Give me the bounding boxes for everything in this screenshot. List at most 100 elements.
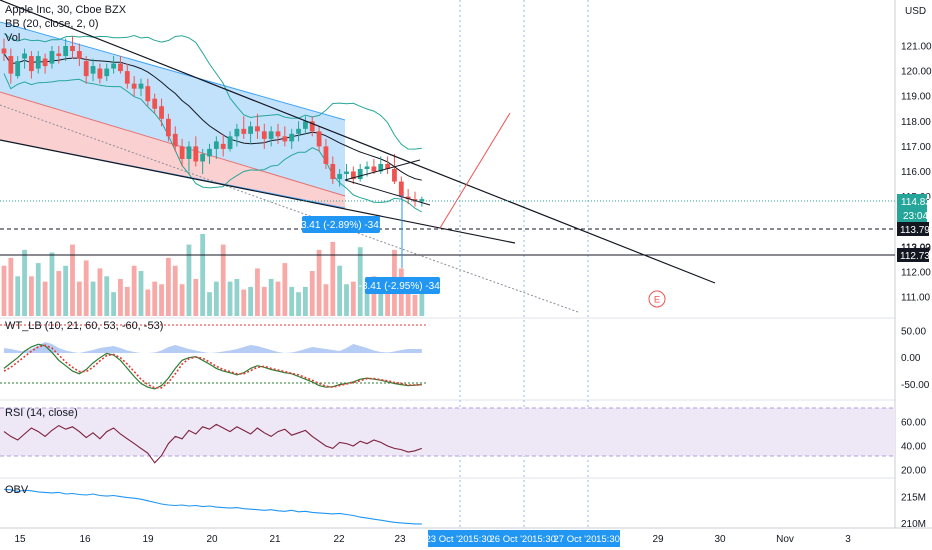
line-b-value: 112.73 <box>900 251 930 262</box>
candle-body <box>268 131 274 139</box>
volume-bar <box>213 281 219 316</box>
measure-label-1: -3.41 (-2.89%) -341 <box>298 220 385 231</box>
triangle-upper-line[interactable] <box>344 159 421 181</box>
volume-bar <box>220 244 226 316</box>
wt1-line <box>3 343 422 390</box>
indicator-tick-label: 0.00 <box>901 353 921 364</box>
candle-body <box>145 86 151 102</box>
volume-bar <box>412 294 418 316</box>
volume-bar <box>371 276 377 316</box>
indicator-tick-label: 50.00 <box>901 326 926 337</box>
volume-bar <box>138 271 144 316</box>
indicator-tick-label: 215M <box>901 493 926 504</box>
candle-body <box>405 196 411 200</box>
candle-body <box>63 46 69 57</box>
candle-body <box>234 128 240 137</box>
candle-body <box>378 163 384 172</box>
measure-label-2: -3.41 (-2.95%) -341 <box>359 281 446 292</box>
time-tick-label: 29 <box>652 534 664 545</box>
candle-body <box>255 126 260 132</box>
lower-trendline[interactable] <box>0 139 516 244</box>
candle-body <box>35 56 41 69</box>
volume-bar <box>248 286 253 316</box>
candle-body <box>166 118 171 137</box>
volume-bar <box>29 276 34 316</box>
volume-bar <box>145 289 151 316</box>
indicator-axes[interactable]: 50.00 0.00 -50.00 60.00 40.00 20.00 215M 210M <box>901 326 930 530</box>
price-tick-label: 116.00 <box>901 167 931 178</box>
bb-legend[interactable]: BB (20, close, 2, 0) <box>5 18 99 30</box>
volume-bar <box>90 281 96 316</box>
time-tick-label: Nov <box>776 534 794 545</box>
projection-line[interactable] <box>439 112 511 229</box>
volume-bar <box>186 244 192 316</box>
candle-body <box>385 163 390 169</box>
wt-indicator <box>3 342 422 390</box>
price-tick-label: 121.00 <box>901 42 932 53</box>
volume-bar <box>124 286 130 316</box>
candle-body <box>207 148 212 157</box>
volume-bar <box>63 265 69 316</box>
vol-legend[interactable]: Vol <box>5 32 20 44</box>
bb-upper-band <box>3 33 422 150</box>
time-axis[interactable]: 15 16 19 20 21 22 23 29 30 Nov 323 Oct '20 15:3026 … <box>14 530 851 547</box>
measure-label-2-box[interactable] <box>365 277 440 294</box>
candle-body <box>131 83 137 89</box>
volume-bar <box>296 292 301 316</box>
time-highlight-label: 23 Oct '20 <box>425 534 468 545</box>
volume-bar <box>22 249 27 316</box>
wt-legend[interactable]: WT_LB (10, 21, 60, 53, -60, -53) <box>5 320 163 332</box>
volume-bars <box>1 234 425 316</box>
indicator-tick-label: 40.00 <box>901 442 926 453</box>
volume-bar <box>268 278 274 316</box>
rsi-legend[interactable]: RSI (14, close) <box>5 407 78 419</box>
triangle-lower-line[interactable] <box>344 179 431 206</box>
volume-bar <box>172 265 178 316</box>
chart-title[interactable]: Apple Inc, 30, Cboe BZX <box>5 4 127 16</box>
candle-body <box>316 131 322 147</box>
measure-label-1-box[interactable] <box>302 216 380 233</box>
volume-bar <box>70 244 75 316</box>
bollinger-bands <box>3 33 423 213</box>
volume-bar <box>241 289 247 316</box>
earnings-marker-icon[interactable] <box>648 290 666 308</box>
candle-body <box>56 53 62 57</box>
last-price-value: 114.83 <box>901 197 931 208</box>
candle-body <box>159 106 164 119</box>
candle-body <box>97 68 103 79</box>
volume-bar <box>234 278 240 316</box>
volume-bar <box>200 234 206 316</box>
candle-body <box>22 53 27 59</box>
volume-bar <box>344 284 349 316</box>
price-tick-label: 117.00 <box>901 142 931 153</box>
time-tick-label: 30 <box>714 534 726 545</box>
volume-bar <box>104 276 110 316</box>
price-tick-label: 113.00 <box>901 242 931 253</box>
time-tick-label: 3 <box>845 534 851 545</box>
candle-body <box>282 136 288 142</box>
countdown-value: 23:04 <box>903 211 928 222</box>
volume-bar <box>282 263 288 316</box>
last-price-badge <box>897 194 927 208</box>
candle-body <box>179 146 185 159</box>
currency-label: USD <box>905 6 926 17</box>
candle-body <box>227 136 233 149</box>
channel-top-line <box>0 21 346 121</box>
candle-body <box>248 126 253 134</box>
descending-trendline[interactable] <box>0 0 716 284</box>
obv-legend[interactable]: OBV <box>5 484 29 496</box>
volume-bar <box>207 292 212 316</box>
candle-body <box>213 141 219 149</box>
price-axis[interactable]: 121.00120.00119.00118.00117.00116.00115.… <box>901 42 932 304</box>
time-tick-label: 20 <box>206 534 218 545</box>
bb-lower-band <box>3 73 423 213</box>
rsi-band <box>0 408 895 456</box>
volume-bar <box>337 265 343 316</box>
time-highlight-label: 15:30 <box>596 534 620 545</box>
regression-channel-lower[interactable] <box>0 92 345 208</box>
time-highlight-label: 27 Oct '20 <box>553 534 596 545</box>
obv-indicator <box>3 488 422 525</box>
volume-bar <box>97 268 103 316</box>
time-highlight-label: 15:30 <box>468 534 492 545</box>
